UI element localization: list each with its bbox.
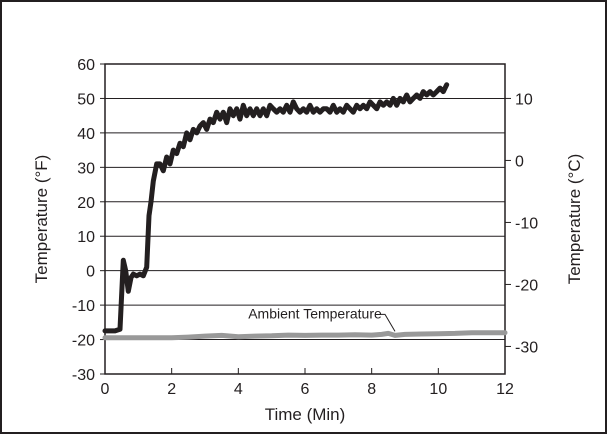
series-line-main — [102, 82, 450, 334]
y-tick-label: 10 — [77, 229, 95, 246]
x-tick-label: 12 — [496, 381, 514, 398]
y2-tick-label: -30 — [515, 339, 538, 356]
y2-tick-label: 0 — [515, 153, 524, 170]
y-axis-title-left: Temperature (°F) — [32, 155, 51, 284]
y2-tick-label: -10 — [515, 215, 538, 232]
y-tick-label: 20 — [77, 195, 95, 212]
x-tick-label: 2 — [167, 381, 176, 398]
series-line-ambient — [102, 330, 508, 341]
x-tick-label: 0 — [101, 381, 110, 398]
y-tick-label: -20 — [72, 333, 95, 350]
x-tick-label: 10 — [429, 381, 447, 398]
y-tick-label: 40 — [77, 126, 95, 143]
y2-tick-label: 10 — [515, 91, 533, 108]
y-tick-label: 30 — [77, 160, 95, 177]
y-tick-label: 0 — [86, 264, 95, 281]
y-tick-label: -10 — [72, 298, 95, 315]
annotations: Ambient Temperature — [248, 305, 396, 332]
x-tick-label: 6 — [301, 381, 310, 398]
y-tick-label: -30 — [72, 367, 95, 384]
y-axis-title-right: Temperature (°C) — [565, 154, 584, 285]
annotation-leader-line — [381, 313, 396, 332]
series-lines — [102, 82, 508, 341]
x-tick-label: 4 — [234, 381, 243, 398]
ticks: -30 -20 -10 0 10 20 30 40 50 60 -30 -20 -10 0 10 0 2 4 6 8 1… — [72, 57, 538, 398]
y2-tick-label: -20 — [515, 277, 538, 294]
x-axis-title: Time (Min) — [265, 405, 346, 424]
y-tick-label: 50 — [77, 91, 95, 108]
annotation-label: Ambient Temperature — [248, 305, 382, 321]
x-tick-label: 8 — [367, 381, 376, 398]
y-tick-label: 60 — [77, 57, 95, 74]
